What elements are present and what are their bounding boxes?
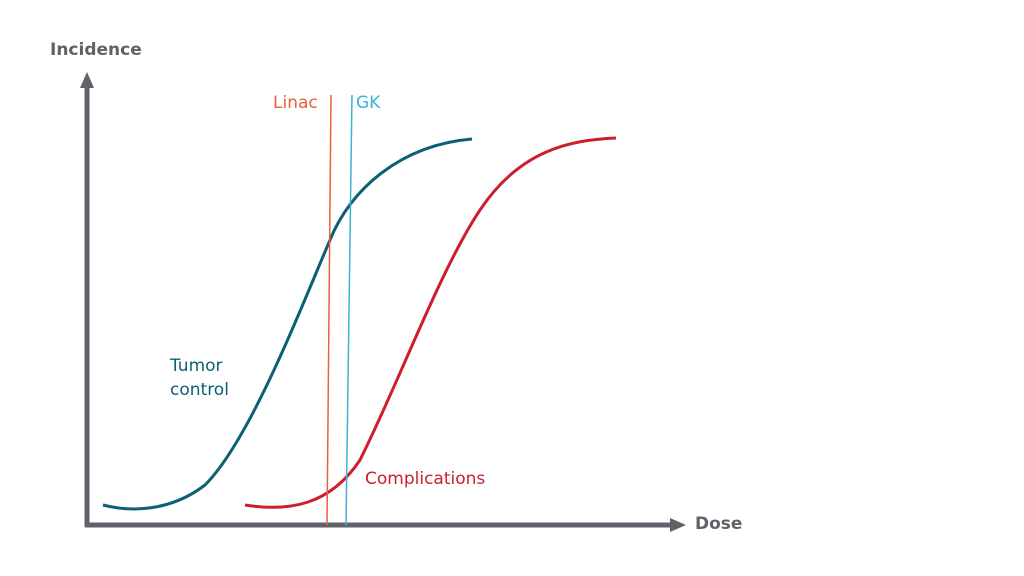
- x-axis-arrow: [670, 518, 686, 532]
- tumor-control-label: control: [170, 380, 229, 400]
- gk-label: GK: [356, 93, 381, 113]
- x-axis-label: Dose: [695, 514, 742, 534]
- y-axis-label: Incidence: [50, 40, 142, 60]
- tumor-control-label: Tumor: [169, 356, 223, 376]
- linac-line: [326, 94, 332, 526]
- tumor-control-curve: [102, 137, 473, 511]
- complications-curve: [244, 136, 617, 509]
- gk-line: [345, 94, 353, 526]
- y-axis-arrow: [80, 72, 94, 88]
- complications-label: Complications: [365, 469, 485, 489]
- linac-label: Linac: [273, 93, 318, 113]
